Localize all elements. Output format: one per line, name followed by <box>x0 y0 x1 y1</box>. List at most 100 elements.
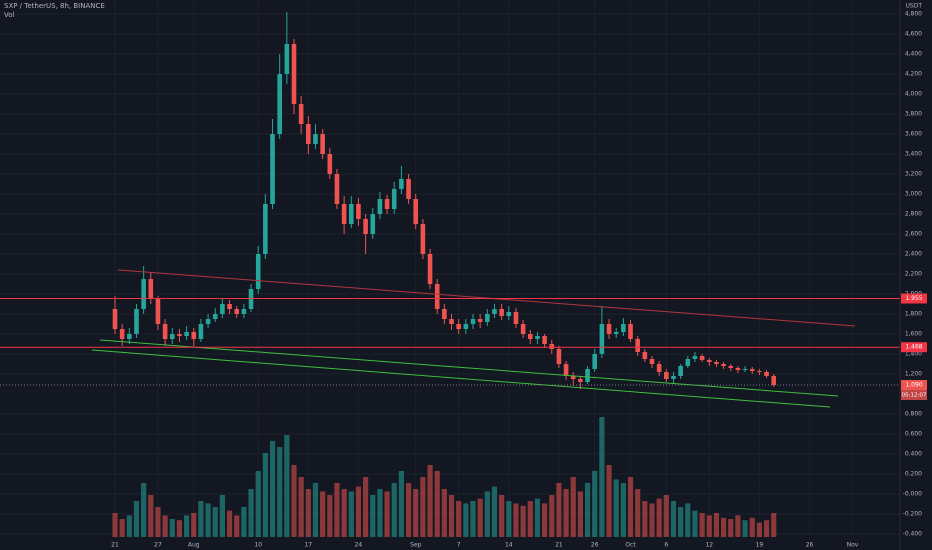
volume-bar <box>728 519 734 537</box>
volume-bar <box>599 417 605 537</box>
candle-body <box>699 356 705 360</box>
candle-body <box>399 179 404 189</box>
volume-bar <box>627 477 634 537</box>
candle-body <box>363 219 368 234</box>
candle-body <box>535 336 540 339</box>
volume-bar <box>184 515 190 537</box>
volume-bar <box>248 489 254 537</box>
countdown: 05:12:07 <box>902 393 927 399</box>
candle-body <box>621 324 626 332</box>
trend-line[interactable] <box>99 339 839 397</box>
candle-body <box>456 324 461 329</box>
y-tick-label: 1,600 <box>905 331 922 338</box>
volume-bar <box>148 495 154 537</box>
x-tick-label: 24 <box>355 542 363 549</box>
candle-body <box>499 309 504 316</box>
volume-bar <box>305 489 311 537</box>
volume-bar <box>112 513 118 537</box>
y-tick-label: 1,400 <box>905 351 922 358</box>
price-label: 1.955 <box>905 295 922 302</box>
volume-bar <box>456 501 462 537</box>
volume-bar <box>198 501 204 537</box>
volume-label: Vol <box>4 11 15 19</box>
candle-body <box>313 134 318 144</box>
candle-body <box>656 364 662 372</box>
y-tick-label: 1,800 <box>905 311 922 318</box>
volume-bar <box>484 491 490 537</box>
y-tick-label: 3,600 <box>905 131 922 138</box>
volume-bar <box>520 505 526 537</box>
volume-bar <box>255 471 261 537</box>
price-axis <box>900 0 932 550</box>
candle-body <box>542 336 547 344</box>
volume-bar <box>413 489 419 537</box>
x-tick-label: 26 <box>591 542 599 549</box>
y-tick-label: 1,200 <box>905 371 922 378</box>
candle-body <box>270 134 275 204</box>
y-tick-label: 2,200 <box>905 271 922 278</box>
candle-body <box>212 314 218 319</box>
volume-bar <box>269 441 276 537</box>
volume-bar <box>577 491 583 537</box>
candle-body <box>191 332 197 339</box>
y-tick-label: 3,200 <box>905 171 922 178</box>
candle-body <box>356 204 361 219</box>
candle-body <box>284 44 290 74</box>
candle-body <box>549 344 555 349</box>
candle-body <box>127 334 132 339</box>
chart-title: SXP / TetherUS, 8h, BINANCE <box>4 2 105 10</box>
trend-line[interactable] <box>91 349 831 408</box>
volume-bar <box>434 471 440 537</box>
volume-bar <box>212 507 218 537</box>
volume-bar <box>549 495 555 537</box>
x-tick-label: 21 <box>555 542 563 549</box>
volume-bar <box>291 465 297 537</box>
y-tick-label: 0.600 <box>905 431 922 438</box>
y-tick-label: -0.400 <box>903 531 923 538</box>
candle-body <box>320 134 325 154</box>
volume-bar <box>363 477 369 537</box>
volume-bar <box>749 517 755 537</box>
candle-body <box>449 319 454 324</box>
x-tick-label: 17 <box>304 542 312 549</box>
volume-bar <box>441 489 447 537</box>
candle-body <box>334 174 340 204</box>
volume-bar <box>499 495 505 537</box>
volume-bar <box>706 515 712 537</box>
y-tick-label: 4,800 <box>905 11 922 18</box>
volume-bar <box>570 477 576 537</box>
volume-bar <box>262 453 268 537</box>
volume-bar <box>327 495 333 537</box>
volume-bar <box>642 501 648 537</box>
candle-body <box>298 104 304 124</box>
y-tick-label: 3,400 <box>905 151 922 158</box>
volume-bar <box>126 515 132 537</box>
x-tick-label: 21 <box>111 542 119 549</box>
candle-body <box>642 352 648 359</box>
candle-body <box>728 366 734 368</box>
volume-bar <box>491 486 498 537</box>
volume-bar <box>312 483 319 537</box>
volume-bar <box>721 517 727 537</box>
volume-bar <box>219 495 225 537</box>
candle-body <box>527 334 533 339</box>
candle-body <box>112 309 118 329</box>
x-tick-label: 12 <box>705 542 713 549</box>
volume-bar <box>133 501 140 537</box>
candle-body <box>263 204 268 254</box>
candle-body <box>749 369 755 371</box>
volume-bar <box>277 447 283 537</box>
candle-body <box>370 214 376 234</box>
y-tick-label: 2,600 <box>905 231 922 238</box>
candle-body <box>678 366 683 376</box>
x-tick-label: 14 <box>505 542 513 549</box>
candle-body <box>506 312 512 316</box>
candle-body <box>635 339 640 352</box>
x-tick-label: 7 <box>457 542 461 549</box>
y-tick-label: 2,400 <box>905 251 922 258</box>
x-tick-label: Nov <box>847 542 859 549</box>
volume-bar <box>563 489 569 537</box>
x-tick-label: 6 <box>664 542 668 549</box>
volume-bar <box>384 491 390 537</box>
volume-bar <box>771 513 777 537</box>
